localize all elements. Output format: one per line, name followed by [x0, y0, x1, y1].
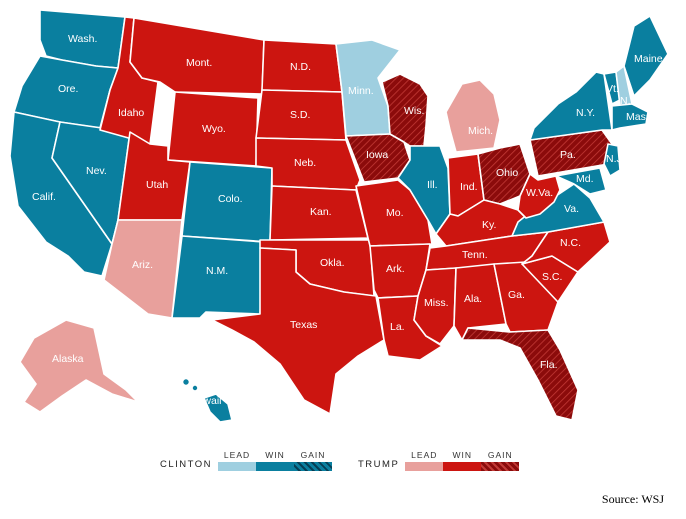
state-label-oh: Ohio	[496, 167, 518, 179]
state-tx[interactable]	[211, 247, 385, 415]
legend-trump-lead-label: LEAD	[411, 450, 438, 460]
legend-clinton-win-swatch	[256, 462, 295, 471]
state-label-in: Ind.	[460, 181, 478, 193]
legend-trump-lead-swatch	[405, 462, 444, 471]
state-label-ut: Utah	[146, 179, 168, 191]
state-label-ny: N.Y.	[576, 107, 595, 119]
state-label-la: La.	[390, 321, 405, 333]
state-label-tn: Tenn.	[462, 249, 488, 261]
state-nj[interactable]	[603, 143, 621, 177]
legend-trump-name: TRUMP	[358, 459, 400, 470]
state-label-mi: Mich.	[468, 125, 493, 137]
state-label-sc: S.C.	[542, 271, 562, 283]
state-label-mo: Mo.	[386, 207, 404, 219]
state-label-me: Maine	[634, 53, 663, 65]
state-label-ks: Kan.	[310, 206, 332, 218]
legend-clinton-lead-label: LEAD	[223, 450, 251, 460]
state-hi-islet-2	[191, 384, 199, 392]
legend-trump-gain-swatch	[481, 462, 520, 471]
state-label-ms: Miss.	[424, 297, 449, 309]
state-me[interactable]	[623, 15, 669, 97]
state-label-co: Colo.	[218, 193, 243, 205]
state-label-ma: Mass.	[626, 111, 654, 123]
state-label-ar: Ark.	[386, 263, 405, 275]
state-il[interactable]	[397, 145, 451, 235]
state-label-ia: Iowa	[366, 149, 388, 161]
state-md[interactable]	[555, 167, 607, 195]
state-label-sd: S.D.	[290, 109, 310, 121]
state-label-vt: Vt.	[606, 83, 619, 95]
state-label-fl: Fla.	[540, 359, 558, 371]
state-nm[interactable]	[171, 235, 265, 319]
legend-trump-win-label: WIN	[452, 450, 473, 460]
state-label-id: Idaho	[118, 107, 144, 119]
state-label-mn: Minn.	[348, 85, 374, 97]
legend-clinton-gain-label: GAIN	[300, 450, 326, 460]
state-label-wy: Wyo.	[202, 123, 226, 135]
state-label-nc: N.C.	[560, 237, 581, 249]
state-label-md: Md.	[576, 173, 594, 185]
state-hi-islet-1	[181, 377, 191, 387]
state-label-nj: N.J.	[606, 153, 625, 165]
state-label-va: Va.	[564, 203, 579, 215]
state-label-ne: Neb.	[294, 157, 316, 169]
state-fl[interactable]	[461, 327, 579, 421]
legend-trump: TRUMP LEAD WIN GAIN	[358, 450, 520, 471]
state-label-az: Ariz.	[132, 259, 153, 271]
state-label-hi: Hawaii	[190, 395, 222, 407]
state-label-ga: Ga.	[508, 289, 525, 301]
state-label-ok: Okla.	[320, 257, 345, 269]
legend-clinton-win-label: WIN	[265, 450, 285, 460]
state-ma[interactable]	[611, 103, 649, 131]
state-label-nd: N.D.	[290, 61, 311, 73]
state-label-nh: N.H.	[620, 95, 641, 107]
state-wv[interactable]	[517, 173, 561, 219]
legend-clinton-lead-swatch	[218, 462, 257, 471]
state-label-wi: Wis.	[404, 105, 424, 117]
state-label-nv: Nev.	[86, 165, 107, 177]
state-ny[interactable]	[529, 71, 613, 141]
legend-clinton-gain-swatch	[294, 462, 333, 471]
state-label-pa: Pa.	[560, 149, 576, 161]
state-label-il: Ill.	[427, 179, 438, 191]
state-label-ak: Alaska	[52, 353, 84, 365]
legend-trump-win-swatch	[443, 462, 482, 471]
source-credit: Source: WSJ	[601, 492, 664, 506]
legend-trump-gain-label: GAIN	[487, 450, 513, 460]
legend-clinton-name: CLINTON	[160, 459, 213, 470]
state-label-or: Ore.	[58, 83, 78, 95]
us-election-map: Wash. Ore. Calif. Nev. Idaho Mont. Wyo. …	[9, 9, 669, 423]
state-ak[interactable]	[19, 319, 139, 413]
state-label-ca: Calif.	[32, 191, 56, 203]
legend-clinton: CLINTON LEAD WIN GAIN	[160, 450, 333, 471]
state-label-al: Ala.	[464, 293, 482, 305]
state-label-nm: N.M.	[206, 265, 228, 277]
state-label-wv: W.Va.	[526, 187, 553, 199]
state-label-tx: Texas	[290, 319, 317, 331]
state-label-mt: Mont.	[186, 57, 212, 69]
state-mi[interactable]	[445, 79, 501, 153]
state-hi[interactable]	[203, 393, 233, 423]
state-label-ky: Ky.	[482, 219, 496, 231]
state-az[interactable]	[103, 219, 183, 319]
state-label-wa: Wash.	[68, 33, 97, 45]
